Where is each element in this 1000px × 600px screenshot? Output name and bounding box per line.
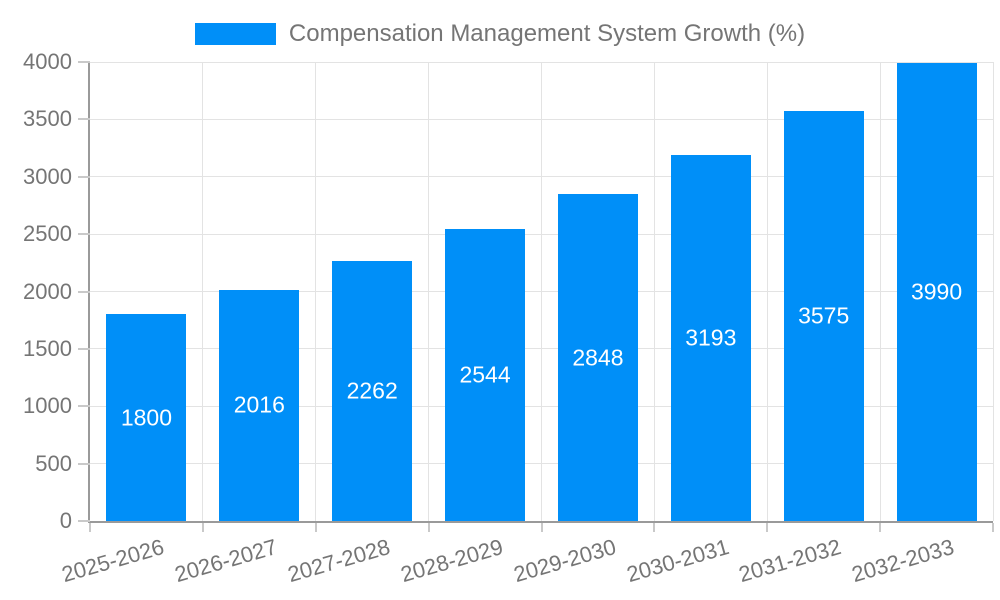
legend-label[interactable]: Compensation Management System Growth (%… [288, 20, 806, 47]
x-tick-mark [766, 523, 769, 532]
x-tick-label: 2028-2029 [397, 534, 506, 588]
x-grid-line [541, 62, 542, 521]
y-tick-mark [78, 61, 90, 63]
bar-value-label: 2262 [346, 377, 398, 404]
x-grid-line [653, 62, 655, 521]
y-tick-mark [78, 462, 90, 465]
y-tick-label: 3000 [23, 163, 72, 189]
x-tick-label: 2025-2026 [59, 534, 168, 588]
x-tick-mark [653, 523, 656, 532]
bar-2031-2032: 3575 [783, 110, 864, 521]
x-grid-line [992, 62, 994, 521]
x-tick-label: 2032-2033 [849, 534, 958, 588]
bar-2032-2033: 3990 [896, 63, 977, 521]
y-tick-mark [78, 405, 90, 408]
y-tick-mark [78, 520, 90, 522]
y-tick-label: 2000 [23, 278, 72, 304]
y-tick-label: 1500 [23, 335, 72, 361]
x-grid-line [428, 62, 430, 521]
y-tick-mark [78, 118, 90, 121]
bar-2025-2026: 1800 [106, 314, 187, 521]
x-grid-line [202, 62, 204, 521]
x-tick-mark [201, 523, 204, 532]
plot-area: 0 500 1000 1500 2000 2500 3000 3500 4000 1800 2025… [23, 50, 994, 587]
x-grid-line [879, 62, 881, 521]
x-tick-label: 2030-2031 [623, 534, 732, 588]
x-grid-line [315, 62, 317, 521]
y-tick-label: 3500 [23, 106, 72, 132]
y-tick-mark [78, 290, 90, 293]
bar-2026-2027: 2016 [219, 289, 300, 521]
x-tick-mark [992, 523, 994, 532]
bar-2027-2028: 2262 [332, 261, 413, 521]
y-tick-label: 500 [35, 450, 72, 476]
x-tick-mark [427, 523, 430, 532]
x-tick-mark [89, 523, 91, 532]
bar-2030-2031: 3193 [670, 154, 751, 521]
bar-value-label: 3990 [910, 278, 963, 305]
y-tick-mark [78, 233, 90, 236]
x-tick-mark [879, 523, 882, 532]
bar-value-label: 2016 [233, 391, 285, 418]
x-tick-label: 2026-2027 [171, 534, 280, 588]
legend-swatch[interactable] [194, 23, 276, 45]
x-tick-label: 2027-2028 [284, 534, 393, 588]
y-tick-label: 2500 [23, 221, 72, 247]
x-tick-mark [540, 523, 543, 532]
bar-value-label: 3193 [685, 324, 737, 351]
x-tick-label: 2029-2030 [510, 534, 619, 588]
y-tick-label: 1000 [23, 393, 72, 419]
y-tick-label: 0 [59, 508, 72, 533]
y-tick-mark [78, 347, 90, 350]
x-tick-mark [314, 523, 317, 532]
bar-value-label: 1800 [120, 404, 173, 431]
y-tick-mark [78, 175, 90, 178]
bar-value-label: 2848 [572, 344, 624, 371]
x-tick-label: 2031-2032 [736, 534, 845, 588]
bar-value-label: 3575 [798, 302, 850, 329]
x-grid-line [766, 62, 768, 521]
bar-2028-2029: 2544 [445, 229, 526, 521]
y-tick-label: 4000 [23, 49, 72, 74]
legend[interactable]: Compensation Management System Growth (%… [0, 20, 1000, 48]
bar-2029-2030: 2848 [557, 194, 638, 521]
bar-value-label: 2544 [459, 361, 511, 388]
